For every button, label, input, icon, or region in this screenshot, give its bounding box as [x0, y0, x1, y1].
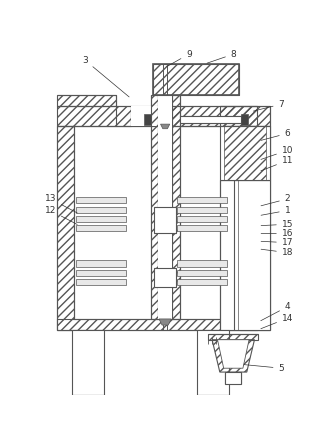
Polygon shape	[217, 340, 249, 368]
Bar	[177, 197, 227, 203]
Bar	[76, 279, 126, 285]
Text: 11: 11	[261, 156, 293, 171]
Text: 1: 1	[261, 206, 290, 215]
Text: 18: 18	[261, 248, 293, 257]
Bar	[242, 114, 248, 125]
Text: 5: 5	[244, 364, 284, 373]
Bar	[131, 107, 162, 126]
Text: 8: 8	[207, 50, 237, 63]
Bar	[76, 225, 126, 231]
Bar	[177, 261, 227, 266]
Bar	[180, 115, 242, 123]
Bar	[220, 126, 270, 179]
Bar	[57, 95, 116, 107]
Bar	[172, 95, 180, 319]
Text: 7: 7	[253, 99, 284, 111]
Text: 17: 17	[261, 238, 293, 247]
Text: 2: 2	[261, 194, 290, 206]
Bar	[154, 206, 176, 234]
Bar	[220, 107, 270, 126]
Bar	[150, 95, 158, 319]
Bar	[76, 216, 126, 222]
Bar	[240, 126, 257, 330]
Bar	[153, 64, 239, 95]
Bar	[234, 179, 238, 330]
Bar	[57, 126, 73, 330]
Text: 4: 4	[261, 302, 290, 321]
Text: 16: 16	[261, 229, 293, 238]
Bar	[177, 279, 227, 285]
Text: 12: 12	[45, 206, 77, 225]
Bar	[177, 206, 227, 213]
Bar	[57, 319, 257, 330]
Text: 6: 6	[261, 129, 290, 140]
Bar	[225, 372, 242, 384]
Polygon shape	[160, 124, 170, 129]
Bar	[57, 107, 131, 126]
Bar	[162, 107, 257, 126]
Text: 10: 10	[261, 146, 293, 159]
Bar	[197, 330, 229, 395]
Bar	[208, 333, 258, 340]
Text: 15: 15	[261, 220, 293, 229]
Text: 9: 9	[167, 50, 192, 67]
Bar	[76, 206, 126, 213]
Bar	[72, 330, 104, 395]
Bar	[76, 261, 126, 266]
Bar	[154, 268, 176, 287]
Text: 3: 3	[82, 56, 129, 97]
Bar	[158, 95, 172, 319]
Bar	[224, 126, 266, 179]
Bar	[177, 216, 227, 222]
Bar	[177, 225, 227, 231]
Bar	[144, 114, 150, 125]
Bar	[257, 126, 270, 330]
Bar	[76, 270, 126, 276]
Bar	[73, 126, 240, 319]
Bar	[220, 179, 270, 330]
Text: 13: 13	[45, 194, 77, 213]
Bar	[153, 64, 239, 95]
Text: 14: 14	[261, 313, 293, 329]
Bar	[76, 197, 126, 203]
Bar	[177, 270, 227, 276]
Polygon shape	[159, 319, 171, 325]
